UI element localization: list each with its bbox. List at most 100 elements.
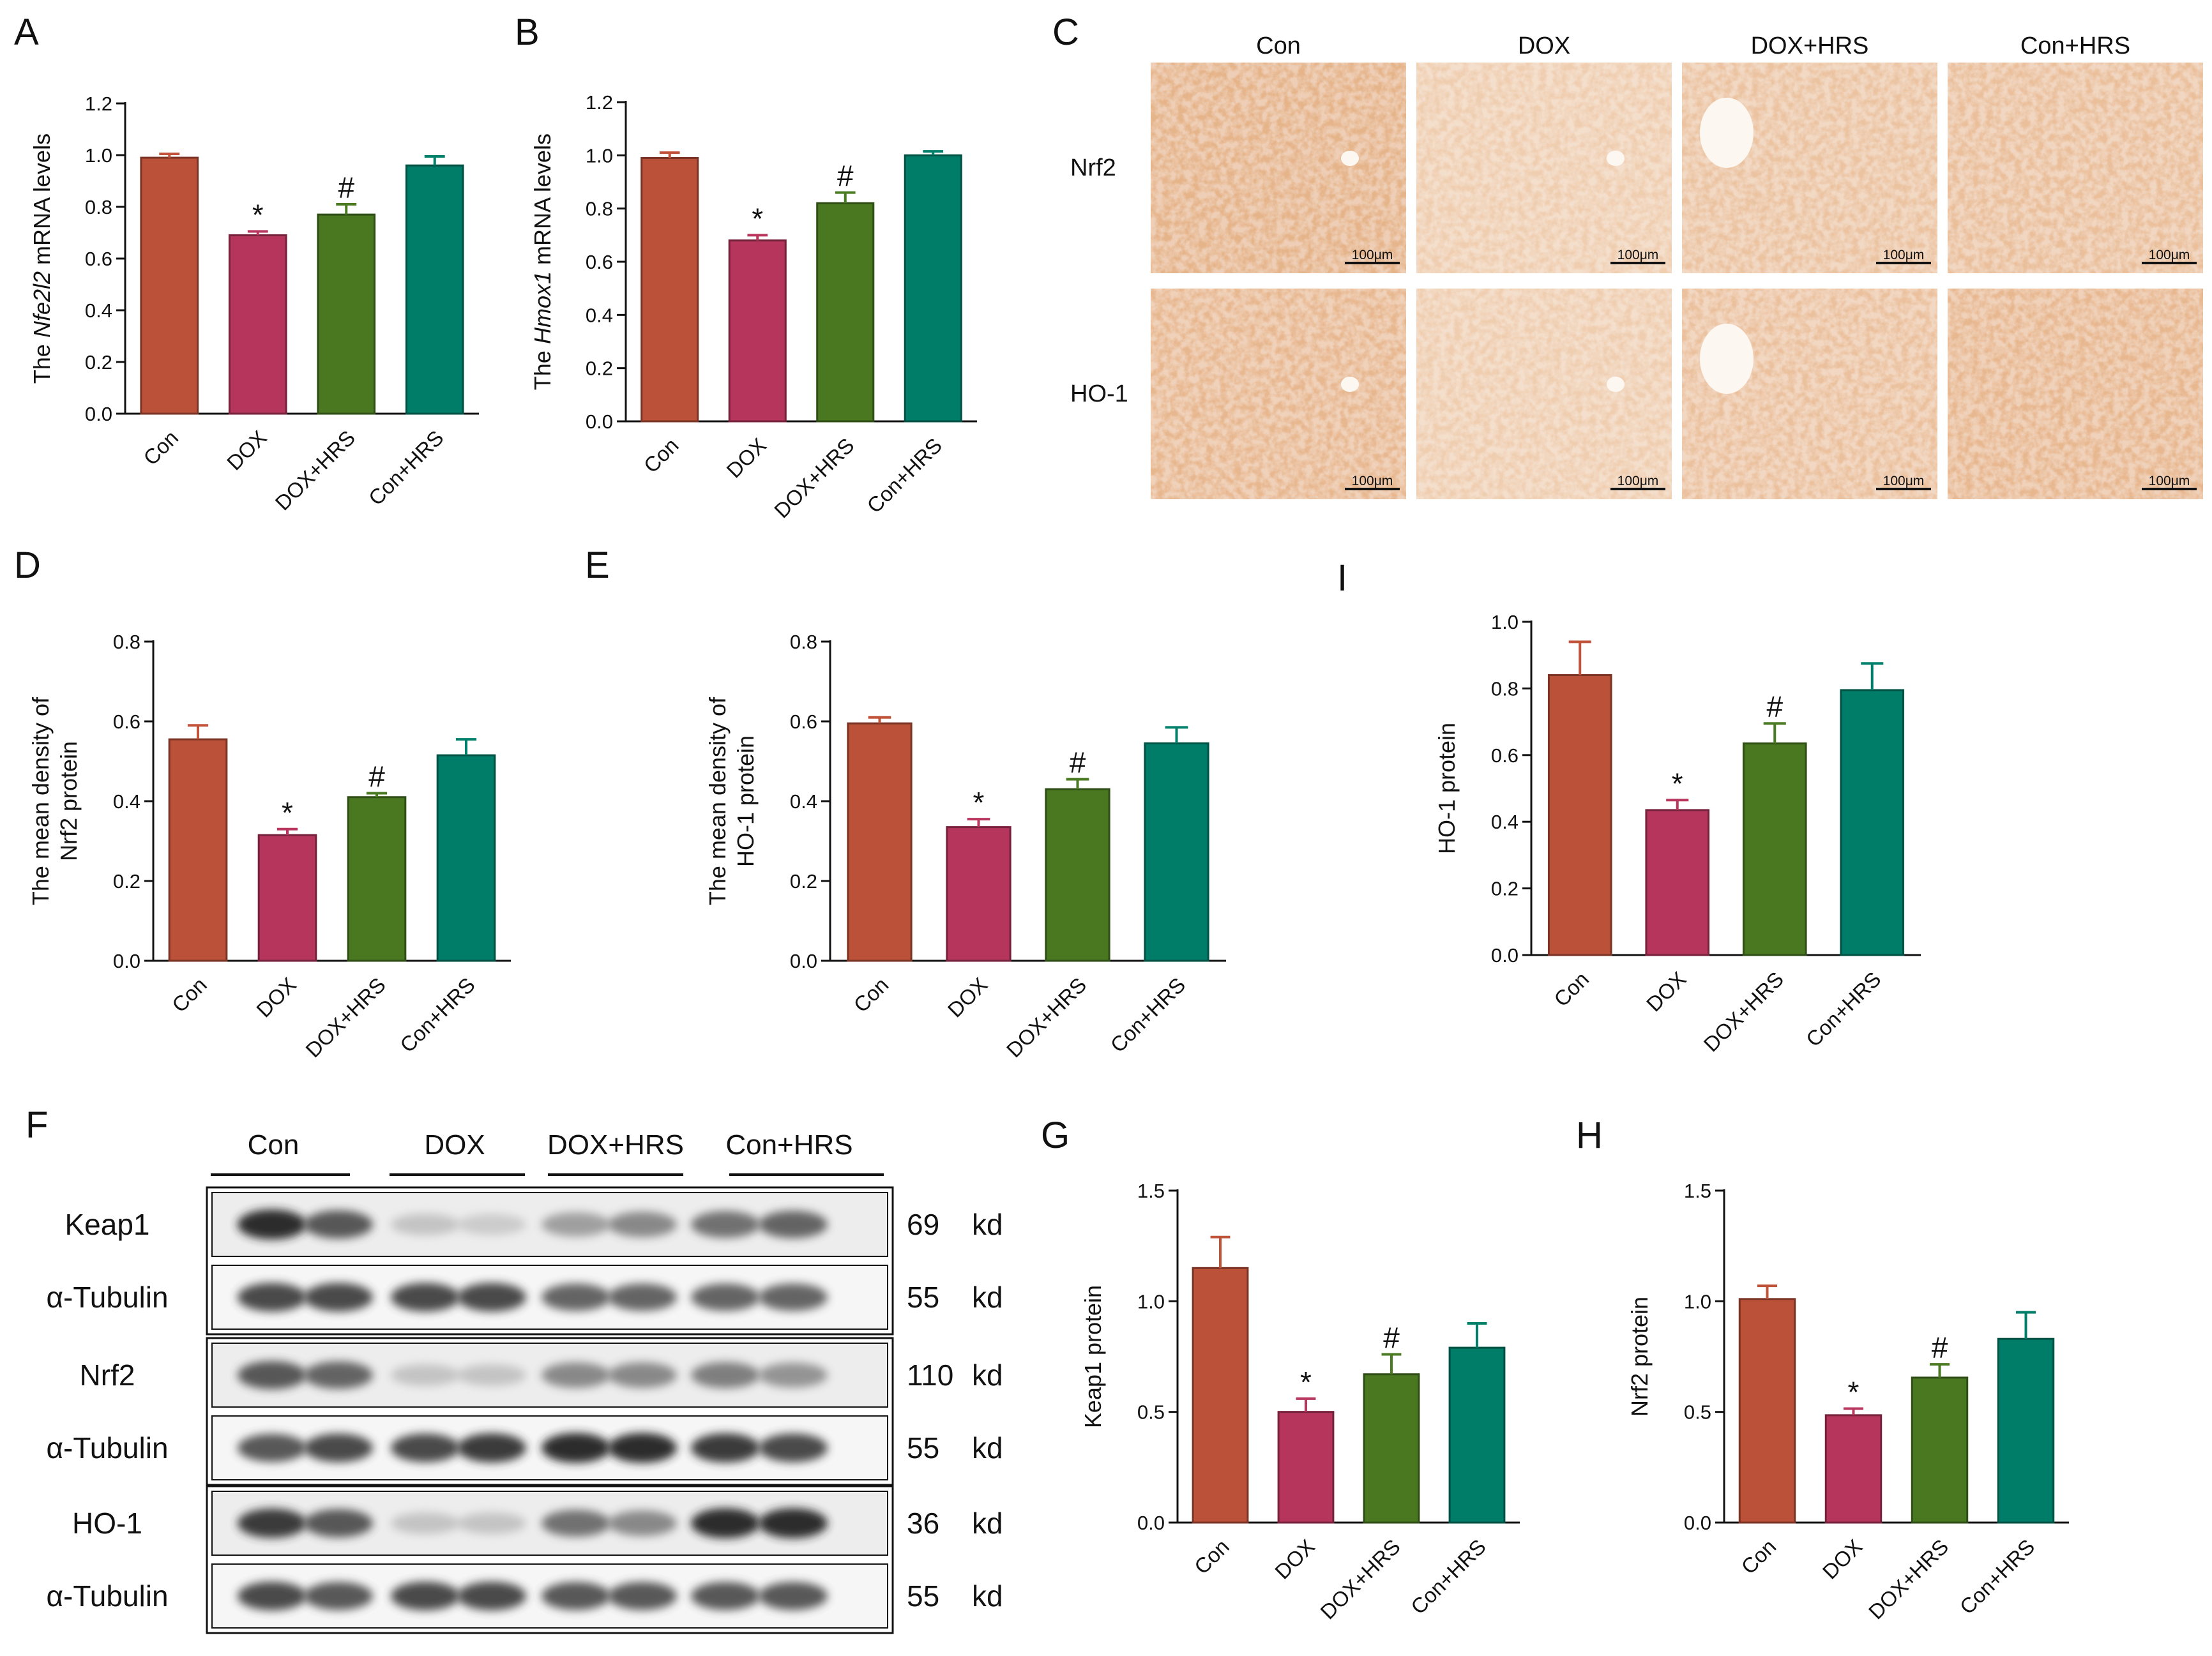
y-tick-label: 0.4 — [790, 790, 817, 813]
blot-band — [457, 1364, 526, 1386]
bar-dox-plus-hrs — [317, 213, 376, 415]
blot-band — [391, 1364, 460, 1386]
blot-row-label: α-Tubulin — [46, 1431, 168, 1464]
bar-dox-plus-hrs — [1363, 1373, 1420, 1524]
y-axis-label: HO-1 protein — [1434, 723, 1460, 854]
category-label: Con — [167, 973, 211, 1017]
blot-strip-alpha-tubulin: α-Tubulin 55 kd — [46, 1415, 1003, 1480]
significance-mark: * — [252, 198, 264, 231]
chart-a-nfe2l2-mrna: 0.0 0.2 0.4 0.6 0.8 1.0 1.2 The Nfe2l2 mRNA lev… — [29, 93, 479, 515]
ihc-texture — [1948, 63, 2203, 273]
molecular-weight: 55 — [907, 1579, 939, 1613]
scale-bar-label: 100μm — [1352, 248, 1393, 262]
ihc-stain-overlay — [1948, 63, 2203, 273]
bar-dox — [1645, 809, 1710, 956]
blot-strip-ho-1: HO-1 36 kd — [72, 1491, 1003, 1556]
panel-letter-c: C — [1052, 11, 1079, 53]
ihc-stain-overlay — [1948, 289, 2203, 499]
y-axis-label-gene: Hmox1 — [529, 271, 556, 344]
panel-letter-h: H — [1576, 1115, 1603, 1156]
chart-i-ho1-protein: 0.0 0.2 0.4 0.6 0.8 1.0 HO-1 protein Con * DOX # DO… — [1434, 611, 1921, 1056]
molecular-weight-unit: kd — [972, 1579, 1003, 1613]
y-axis-label: Nrf2 protein — [1626, 1297, 1653, 1417]
ihc-stain-overlay — [1682, 63, 1937, 273]
y-tick-label: 0.0 — [113, 950, 140, 972]
vessel-lumen — [1341, 377, 1359, 392]
panel-letter-e: E — [585, 545, 610, 586]
y-tick-label: 1.0 — [1684, 1290, 1711, 1313]
ihc-column-header: DOX+HRS — [1751, 33, 1869, 59]
significance-mark: # — [368, 760, 385, 794]
blot-frame — [206, 1485, 894, 1634]
category-label: DOX+HRS — [271, 426, 360, 515]
bar-con — [847, 722, 913, 962]
blot-band — [542, 1362, 610, 1388]
y-tick-label: 0.6 — [586, 251, 613, 273]
blot-band — [759, 1433, 828, 1463]
molecular-weight: 110 — [907, 1359, 953, 1392]
y-tick-label: 0.2 — [790, 870, 817, 892]
y-tick-label: 0.2 — [586, 358, 613, 380]
ihc-texture — [1682, 289, 1937, 499]
vessel-lumen — [1700, 98, 1754, 168]
blot-strip-alpha-tubulin: α-Tubulin 55 kd — [46, 1563, 1003, 1629]
bar-dox — [1277, 1411, 1335, 1524]
y-tick-label: 1.2 — [85, 93, 112, 115]
molecular-weight-unit: kd — [972, 1281, 1003, 1314]
category-label: DOX+HRS — [769, 433, 859, 523]
blot-band — [759, 1210, 828, 1238]
significance-mark: * — [1848, 1375, 1860, 1408]
blot-band — [608, 1212, 677, 1237]
chart-h-nrf2-protein: 0.0 0.5 1.0 1.5 Nrf2 protein Con * DOX # DOX+HRS C… — [1626, 1180, 2069, 1623]
blot-band — [391, 1214, 460, 1235]
blot-row-label: α-Tubulin — [46, 1281, 168, 1314]
category-label: DOX+HRS — [301, 973, 390, 1062]
western-blot: Con DOX DOX+HRS Con+HRS Keap1 69 kd α-Tubulin 55… — [46, 1129, 1003, 1634]
ihc-image-ho-1-con-plus-hrs: 100μm — [1948, 289, 2203, 499]
vessel-lumen — [1607, 377, 1625, 392]
panel-letter-a: A — [14, 11, 39, 53]
scale-bar-label: 100μm — [1617, 474, 1659, 488]
y-tick-label: 0.8 — [113, 631, 140, 653]
bar-con-plus-hrs — [904, 154, 962, 423]
bar-dox — [1824, 1414, 1882, 1524]
y-axis-label: The Nfe2l2 mRNA levels — [29, 133, 55, 384]
y-tick-label: 0.5 — [1684, 1401, 1711, 1424]
bar-con-plus-hrs — [405, 164, 464, 415]
ihc-image-nrf2-dox-plus-hrs: 100μm — [1682, 63, 1937, 273]
blot-band — [457, 1433, 526, 1463]
panel-letters: A B C D E I F G H — [14, 11, 1603, 1156]
significance-mark: * — [752, 202, 763, 235]
y-tick-label: 1.0 — [1491, 611, 1519, 633]
y-tick-label: 0.4 — [586, 304, 613, 326]
bar-con — [1738, 1298, 1796, 1524]
category-label: DOX — [1818, 1535, 1867, 1584]
bar-dox — [728, 239, 787, 423]
blot-band — [238, 1509, 307, 1538]
panel-letter-b: B — [515, 11, 540, 53]
significance-mark: # — [1932, 1331, 1948, 1364]
molecular-weight-unit: kd — [972, 1208, 1003, 1241]
category-label: Con+HRS — [862, 433, 946, 518]
blot-band — [238, 1361, 307, 1389]
y-axis-label: HO-1 protein — [732, 735, 759, 867]
molecular-weight: 55 — [907, 1281, 939, 1314]
blot-band — [457, 1581, 526, 1611]
blot-band — [542, 1510, 610, 1537]
bar-con-plus-hrs — [436, 754, 496, 962]
molecular-weight-unit: kd — [972, 1359, 1003, 1392]
blot-band — [691, 1362, 760, 1389]
blot-band — [608, 1283, 677, 1311]
category-label: Con+HRS — [1106, 973, 1190, 1057]
blot-group-header: Con — [248, 1129, 299, 1161]
blot-band — [457, 1512, 526, 1534]
ihc-texture — [1416, 63, 1672, 273]
blot-band — [304, 1210, 373, 1238]
ihc-texture — [1151, 63, 1406, 273]
blot-band — [759, 1582, 828, 1610]
significance-mark: # — [1070, 746, 1086, 779]
category-label: Con — [1549, 967, 1593, 1011]
blot-group-header: DOX+HRS — [547, 1129, 684, 1161]
bar-dox-plus-hrs — [1911, 1376, 1969, 1524]
